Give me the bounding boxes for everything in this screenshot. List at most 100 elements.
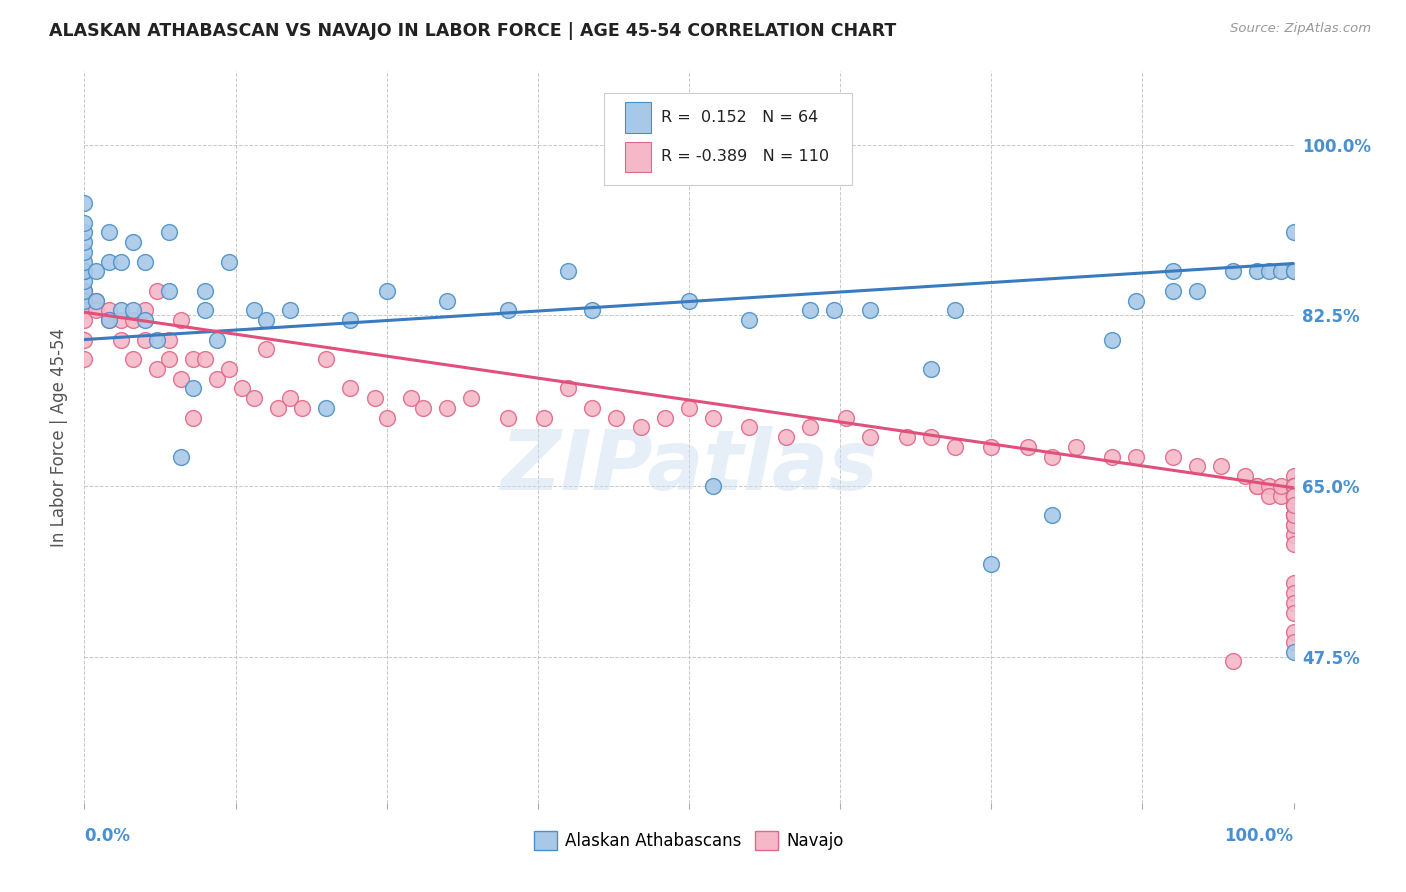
- Point: [1282, 489, 1305, 503]
- Point: [1258, 479, 1281, 493]
- Point: [157, 352, 180, 367]
- Point: [1282, 517, 1305, 532]
- Text: ZIPatlas: ZIPatlas: [501, 425, 877, 507]
- Point: [436, 293, 458, 308]
- Point: [1282, 635, 1305, 649]
- Point: [375, 284, 398, 298]
- Point: [1161, 264, 1184, 278]
- Point: [980, 440, 1002, 454]
- Point: [1282, 479, 1305, 493]
- Point: [1125, 293, 1147, 308]
- Point: [1282, 499, 1305, 513]
- Point: [1270, 264, 1292, 278]
- Bar: [624, 142, 651, 172]
- Point: [496, 410, 519, 425]
- Point: [73, 293, 96, 308]
- Point: [436, 401, 458, 415]
- Point: [194, 303, 217, 318]
- Point: [73, 333, 96, 347]
- Point: [170, 313, 193, 327]
- FancyBboxPatch shape: [605, 94, 852, 185]
- Point: [1282, 489, 1305, 503]
- Point: [920, 361, 942, 376]
- Point: [1282, 264, 1305, 278]
- Point: [1125, 450, 1147, 464]
- Point: [775, 430, 797, 444]
- Point: [73, 244, 96, 259]
- Legend: Alaskan Athabascans, Navajo: Alaskan Athabascans, Navajo: [527, 824, 851, 856]
- Point: [1161, 450, 1184, 464]
- Point: [1282, 625, 1305, 640]
- Point: [1282, 479, 1305, 493]
- Point: [920, 430, 942, 444]
- Point: [86, 293, 108, 308]
- Point: [1270, 489, 1292, 503]
- Point: [267, 401, 290, 415]
- Point: [1282, 645, 1305, 659]
- Point: [73, 196, 96, 211]
- Point: [170, 371, 193, 385]
- Point: [73, 313, 96, 327]
- Point: [581, 303, 603, 318]
- Point: [73, 274, 96, 288]
- Point: [1282, 499, 1305, 513]
- Point: [278, 391, 301, 405]
- Point: [134, 254, 156, 268]
- Point: [121, 352, 143, 367]
- Point: [1282, 479, 1305, 493]
- Text: ALASKAN ATHABASCAN VS NAVAJO IN LABOR FORCE | AGE 45-54 CORRELATION CHART: ALASKAN ATHABASCAN VS NAVAJO IN LABOR FO…: [49, 22, 897, 40]
- Point: [1282, 499, 1305, 513]
- Point: [134, 333, 156, 347]
- Point: [86, 303, 108, 318]
- Point: [1282, 537, 1305, 551]
- Point: [605, 410, 627, 425]
- Y-axis label: In Labor Force | Age 45-54: In Labor Force | Age 45-54: [51, 327, 69, 547]
- Point: [97, 313, 120, 327]
- Point: [1282, 508, 1305, 522]
- Point: [121, 235, 143, 249]
- Point: [207, 371, 229, 385]
- Point: [496, 303, 519, 318]
- Point: [1282, 517, 1305, 532]
- Point: [738, 420, 761, 434]
- Point: [1282, 489, 1305, 503]
- Point: [1282, 264, 1305, 278]
- Point: [1185, 284, 1208, 298]
- Point: [110, 303, 132, 318]
- Point: [73, 303, 96, 318]
- Point: [1282, 508, 1305, 522]
- Point: [654, 410, 676, 425]
- Point: [1282, 576, 1305, 591]
- Point: [291, 401, 314, 415]
- Point: [181, 410, 204, 425]
- Point: [1222, 264, 1244, 278]
- Point: [557, 381, 579, 395]
- Point: [86, 264, 108, 278]
- Point: [73, 254, 96, 268]
- Point: [134, 313, 156, 327]
- Point: [97, 313, 120, 327]
- Point: [315, 352, 337, 367]
- Point: [157, 284, 180, 298]
- Point: [339, 313, 361, 327]
- Text: 100.0%: 100.0%: [1225, 827, 1294, 846]
- Point: [121, 303, 143, 318]
- Point: [254, 343, 277, 357]
- Point: [1282, 596, 1305, 610]
- Point: [1282, 489, 1305, 503]
- Point: [1282, 479, 1305, 493]
- Point: [73, 264, 96, 278]
- Point: [533, 410, 555, 425]
- Point: [73, 284, 96, 298]
- Point: [1282, 508, 1305, 522]
- Point: [943, 440, 966, 454]
- Point: [1209, 459, 1232, 474]
- Point: [1040, 450, 1063, 464]
- Point: [896, 430, 918, 444]
- Point: [1282, 499, 1305, 513]
- Point: [1222, 654, 1244, 668]
- Point: [146, 284, 169, 298]
- Point: [980, 557, 1002, 571]
- Point: [339, 381, 361, 395]
- Point: [315, 401, 337, 415]
